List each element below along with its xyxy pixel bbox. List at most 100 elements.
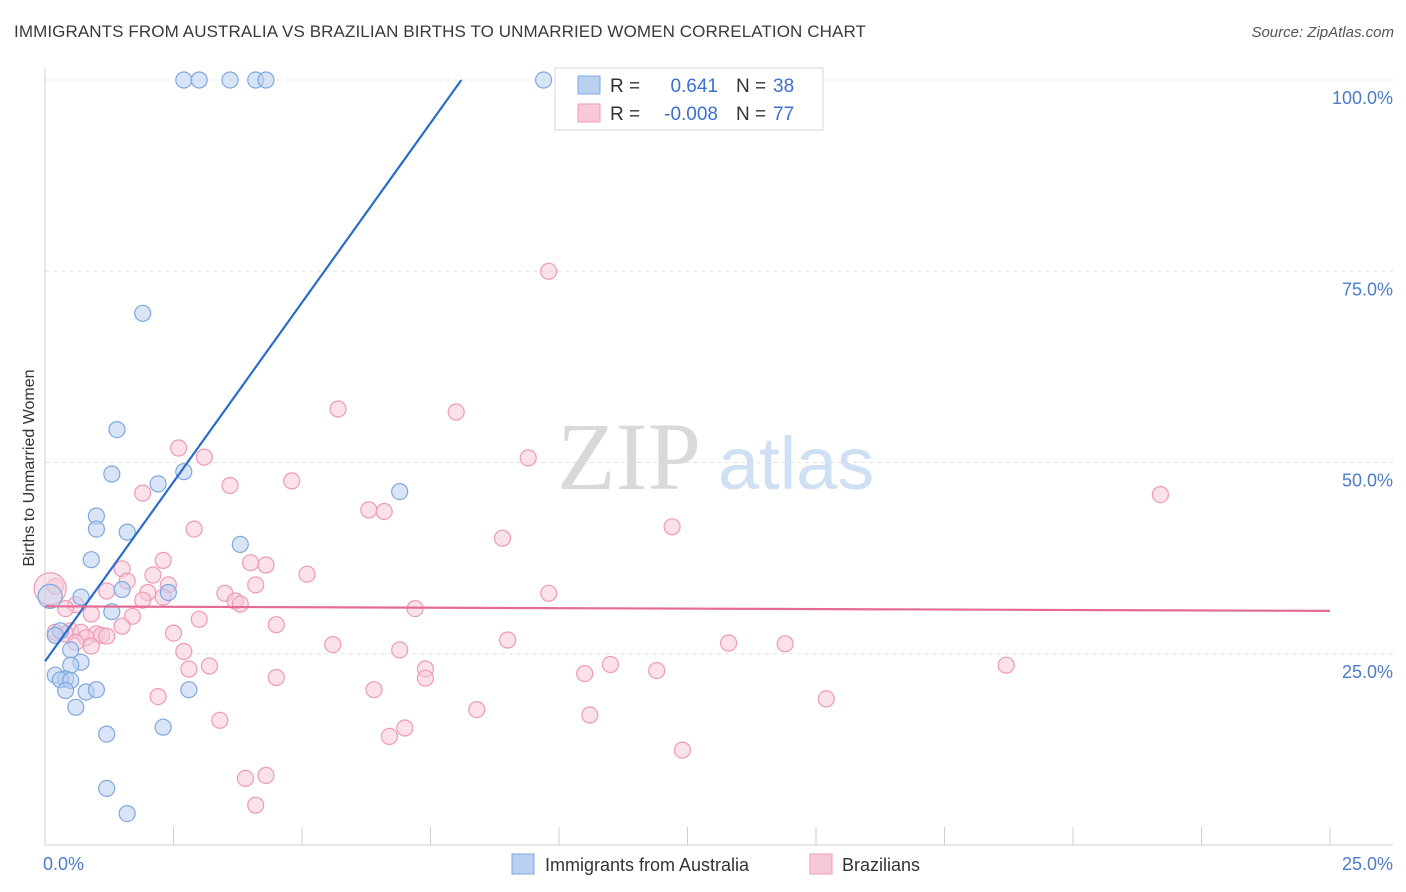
trend-line-brazilians [44, 605, 1331, 613]
point-brazilians [267, 616, 285, 634]
point-brazilians [375, 502, 393, 521]
point-brazilians [601, 655, 620, 674]
point-australia [534, 71, 553, 89]
point-australia [118, 804, 136, 823]
point-australia [103, 465, 121, 483]
point-brazilians [200, 657, 219, 675]
point-brazilians [396, 719, 414, 737]
point-brazilians [134, 591, 152, 609]
point-brazilians [447, 403, 465, 421]
point-australia [87, 681, 106, 699]
legend-n-value-brazilians: 77 [773, 104, 794, 125]
point-brazilians [242, 554, 260, 572]
point-australia [175, 71, 193, 89]
point-brazilians [175, 642, 193, 661]
point-brazilians [298, 565, 316, 583]
point-australia [113, 580, 131, 599]
point-brazilians [576, 664, 594, 683]
point-brazilians [360, 501, 378, 519]
legend-r-label-australia: R = [610, 76, 640, 97]
point-brazilians [82, 605, 100, 623]
point-brazilians [257, 766, 275, 785]
bottom-legend-label-brazilians: Brazilians [842, 855, 920, 875]
legend-n-label-brazilians: N = [736, 104, 766, 125]
tick-labels: 25.0% 50.0% 75.0% 100.0% 0.0% 25.0% [43, 88, 1393, 874]
legend-r-value-australia: 0.641 [670, 76, 718, 97]
point-brazilians [673, 741, 692, 759]
point-brazilians [211, 711, 229, 729]
point-brazilians [82, 637, 100, 655]
point-australia [154, 718, 172, 736]
point-australia [231, 535, 249, 554]
point-brazilians [663, 518, 681, 536]
point-brazilians [324, 635, 342, 654]
point-brazilians [123, 607, 141, 625]
x-tick-label: 25.0% [1342, 854, 1393, 874]
point-brazilians [149, 687, 167, 706]
point-brazilians [231, 595, 249, 613]
point-australia [391, 483, 409, 501]
watermark-atlas: atlas [718, 422, 874, 505]
point-brazilians [540, 262, 558, 280]
point-australia [134, 304, 152, 322]
point-australia [56, 681, 75, 700]
point-australia [37, 583, 63, 609]
chart-source: Source: ZipAtlas.com [1251, 24, 1394, 41]
point-brazilians [499, 631, 517, 649]
point-australia [180, 681, 198, 699]
watermark: ZIP atlas [557, 403, 874, 510]
watermark-zip: ZIP [557, 403, 701, 510]
point-brazilians [185, 520, 203, 538]
bottom-legend-swatch-australia [511, 853, 535, 875]
point-brazilians [468, 700, 486, 719]
y-tick-label: 100.0% [1332, 88, 1393, 108]
point-brazilians [98, 582, 116, 600]
point-brazilians [247, 796, 265, 814]
point-australia [149, 475, 167, 493]
point-brazilians [170, 439, 188, 457]
point-australia [175, 463, 193, 481]
point-australia [257, 71, 275, 89]
point-brazilians [540, 584, 558, 602]
point-brazilians [180, 660, 198, 678]
y-tick-label: 50.0% [1342, 471, 1393, 491]
point-brazilians [817, 690, 835, 708]
point-australia [72, 588, 90, 606]
point-australia [108, 421, 126, 439]
point-brazilians [190, 610, 208, 628]
point-brazilians [648, 661, 666, 680]
point-brazilians [519, 449, 537, 467]
point-brazilians [997, 656, 1015, 674]
point-australia [221, 71, 239, 89]
point-brazilians [329, 400, 347, 418]
point-brazilians [257, 556, 275, 574]
axes [44, 68, 1393, 846]
point-brazilians [365, 681, 383, 699]
y-tick-label: 75.0% [1342, 279, 1393, 299]
point-brazilians [33, 572, 67, 606]
chart-title: IMMIGRANTS FROM AUSTRALIA VS BRAZILIAN B… [14, 22, 867, 41]
legend-swatch-australia [577, 75, 601, 95]
x-tick-label: 0.0% [43, 854, 84, 874]
point-brazilians [98, 627, 116, 645]
point-australia [118, 523, 136, 541]
point-australia [87, 520, 106, 538]
point-brazilians [493, 529, 512, 547]
point-brazilians [221, 476, 239, 495]
point-brazilians [164, 624, 183, 642]
point-australia [98, 779, 116, 798]
point-brazilians [391, 641, 409, 659]
bottom-legend-swatch-brazilians [809, 853, 833, 875]
point-brazilians [144, 566, 162, 584]
y-axis-label: Births to Unmarried Women [21, 369, 38, 566]
legend-n-value-australia: 38 [773, 76, 794, 97]
legend-n-label-australia: N = [736, 76, 766, 97]
point-brazilians [1151, 486, 1170, 504]
legend-r-label-brazilians: R = [610, 104, 640, 125]
point-brazilians [247, 576, 265, 594]
point-brazilians [776, 635, 794, 653]
trend-line-australia [44, 79, 463, 663]
point-brazilians [416, 669, 434, 687]
point-brazilians [154, 551, 172, 570]
